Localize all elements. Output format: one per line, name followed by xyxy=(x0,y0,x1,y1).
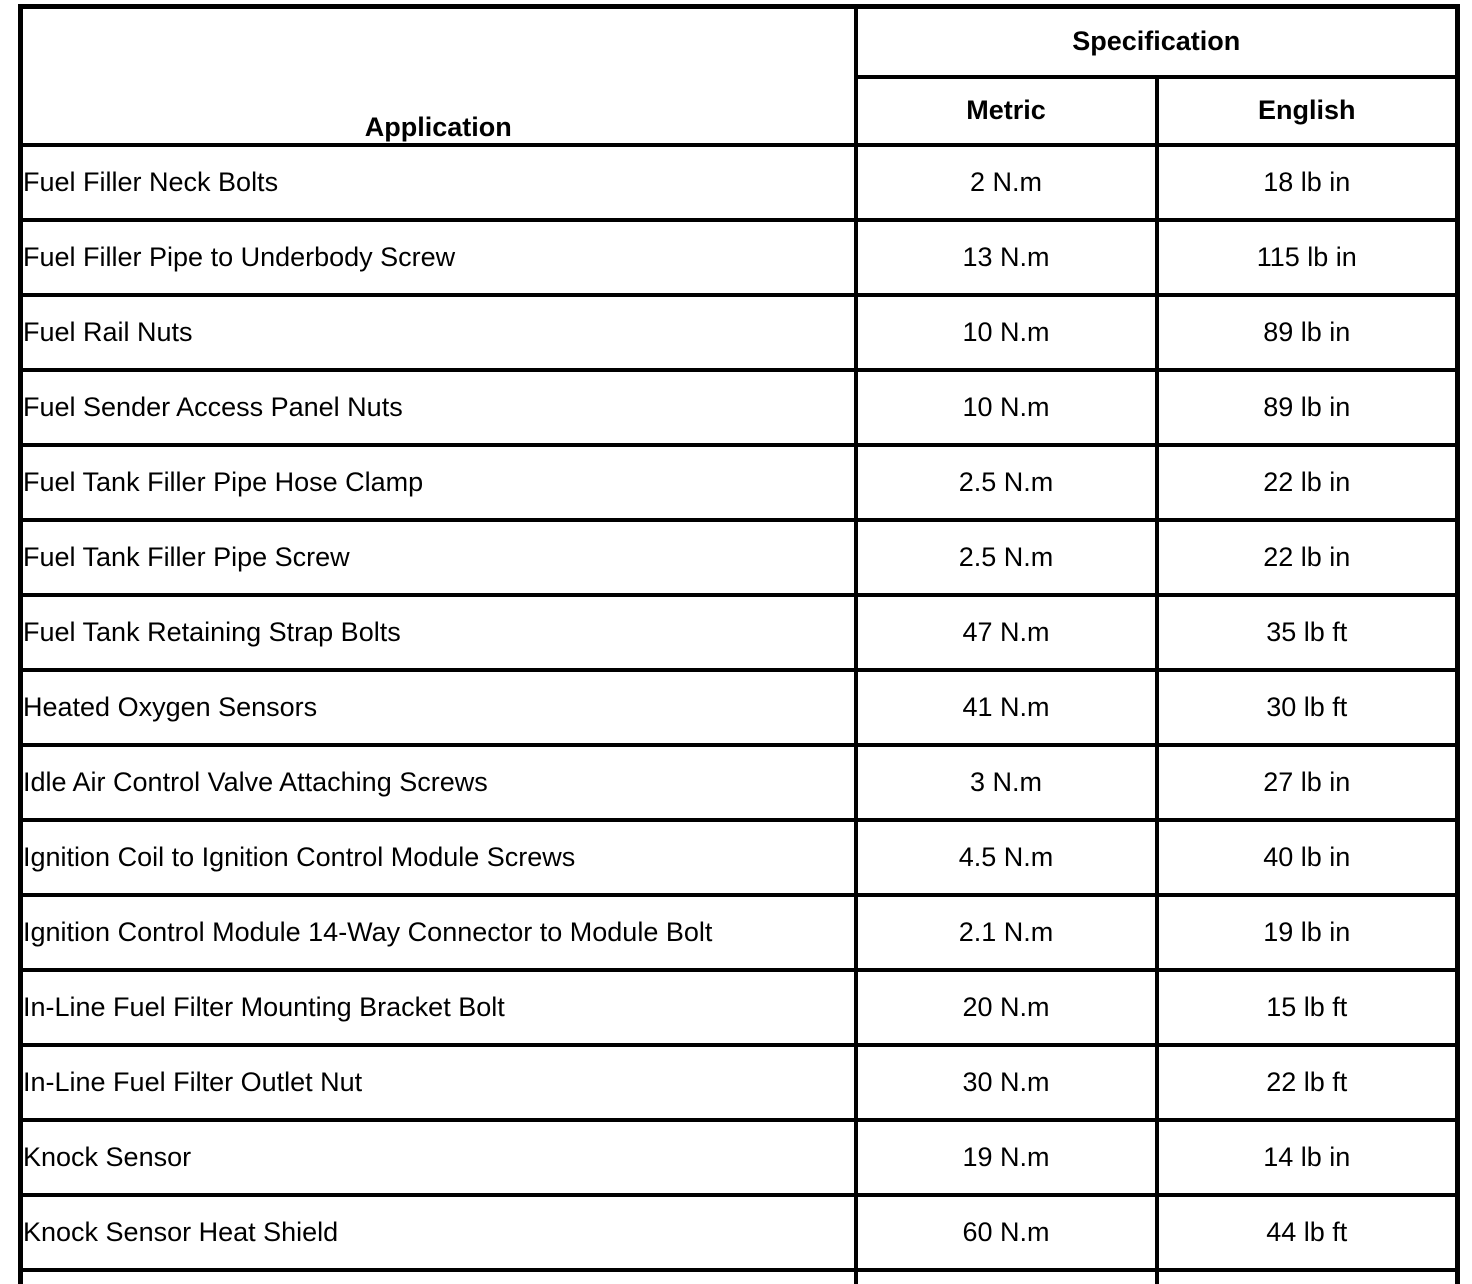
table-header-row-top: Application Specification xyxy=(18,4,1460,147)
table-row-partial-cutoff xyxy=(18,1267,1460,1284)
table-header-row-sub: Metric English xyxy=(21,74,1460,147)
specification-column-header: Specification xyxy=(853,4,1460,79)
english-value-cell: 40 lb in xyxy=(1154,817,1460,897)
metric-value-cell: 13 N.m xyxy=(853,217,1159,297)
english-value-cell: 18 lb in xyxy=(1154,142,1460,222)
english-value-cell: 22 lb in xyxy=(1154,442,1460,522)
metric-value-cell: 19 N.m xyxy=(853,1117,1159,1197)
table-row: Fuel Tank Filler Pipe Hose Clamp 2.5 N.m… xyxy=(18,442,1460,522)
english-value-cell: 30 lb ft xyxy=(1154,667,1460,747)
application-cell: Fuel Filler Neck Bolts xyxy=(18,142,858,222)
application-cell: Fuel Filler Pipe to Underbody Screw xyxy=(18,217,858,297)
table-row: Fuel Sender Access Panel Nuts 10 N.m 89 … xyxy=(18,367,1460,447)
application-cell: In-Line Fuel Filter Outlet Nut xyxy=(18,1042,858,1122)
english-value-cell: 22 lb in xyxy=(1154,517,1460,597)
metric-value-cell xyxy=(853,1267,1159,1284)
english-value-cell: 35 lb ft xyxy=(1154,592,1460,672)
metric-value-cell: 41 N.m xyxy=(853,667,1159,747)
application-cell: Knock Sensor xyxy=(18,1117,858,1197)
table-row: Knock Sensor Heat Shield 60 N.m 44 lb ft xyxy=(18,1192,1460,1272)
table-row: Knock Sensor 19 N.m 14 lb in xyxy=(18,1117,1460,1197)
english-value-cell: 27 lb in xyxy=(1154,742,1460,822)
table-row: In-Line Fuel Filter Outlet Nut 30 N.m 22… xyxy=(18,1042,1460,1122)
english-value-cell: 19 lb in xyxy=(1154,892,1460,972)
application-cell: Idle Air Control Valve Attaching Screws xyxy=(18,742,858,822)
table-row: Ignition Control Module 14-Way Connector… xyxy=(18,892,1460,972)
english-value-cell: 44 lb ft xyxy=(1154,1192,1460,1272)
english-value-cell: 15 lb ft xyxy=(1154,967,1460,1047)
english-value-cell: 14 lb in xyxy=(1154,1117,1460,1197)
table-row: Heated Oxygen Sensors 41 N.m 30 lb ft xyxy=(18,667,1460,747)
application-cell: Ignition Coil to Ignition Control Module… xyxy=(18,817,858,897)
table-row: Fuel Filler Pipe to Underbody Screw 13 N… xyxy=(18,217,1460,297)
table-row: Fuel Tank Filler Pipe Screw 2.5 N.m 22 l… xyxy=(18,517,1460,597)
english-value-cell: 22 lb ft xyxy=(1154,1042,1460,1122)
application-cell: Fuel Rail Nuts xyxy=(18,292,858,372)
application-cell: Ignition Control Module 14-Way Connector… xyxy=(18,892,858,972)
english-value-cell: 89 lb in xyxy=(1154,292,1460,372)
metric-value-cell: 20 N.m xyxy=(853,967,1159,1047)
metric-value-cell: 30 N.m xyxy=(853,1042,1159,1122)
table-row: Fuel Tank Retaining Strap Bolts 47 N.m 3… xyxy=(18,592,1460,672)
metric-value-cell: 4.5 N.m xyxy=(853,817,1159,897)
table-row: Fuel Filler Neck Bolts 2 N.m 18 lb in xyxy=(18,142,1460,222)
application-cell xyxy=(18,1267,858,1284)
table-row: In-Line Fuel Filter Mounting Bracket Bol… xyxy=(18,967,1460,1047)
application-cell: Fuel Tank Filler Pipe Screw xyxy=(18,517,858,597)
application-cell: Fuel Sender Access Panel Nuts xyxy=(18,367,858,447)
table-row: Ignition Coil to Ignition Control Module… xyxy=(18,817,1460,897)
metric-value-cell: 10 N.m xyxy=(853,292,1159,372)
english-value-cell xyxy=(1154,1267,1460,1284)
english-column-header: English xyxy=(1154,74,1460,147)
metric-value-cell: 3 N.m xyxy=(853,742,1159,822)
application-cell: Fuel Tank Retaining Strap Bolts xyxy=(18,592,858,672)
application-cell: In-Line Fuel Filter Mounting Bracket Bol… xyxy=(18,967,858,1047)
english-value-cell: 115 lb in xyxy=(1154,217,1460,297)
application-cell: Heated Oxygen Sensors xyxy=(18,667,858,747)
metric-value-cell: 60 N.m xyxy=(853,1192,1159,1272)
metric-column-header: Metric xyxy=(853,74,1159,147)
application-cell: Fuel Tank Filler Pipe Hose Clamp xyxy=(18,442,858,522)
table-row: Idle Air Control Valve Attaching Screws … xyxy=(18,742,1460,822)
torque-specification-table: Application Specification Metric English… xyxy=(18,4,1461,1284)
table-row: Fuel Rail Nuts 10 N.m 89 lb in xyxy=(18,292,1460,372)
application-column-header: Application xyxy=(18,4,858,147)
metric-value-cell: 10 N.m xyxy=(853,367,1159,447)
metric-value-cell: 2.1 N.m xyxy=(853,892,1159,972)
english-value-cell: 89 lb in xyxy=(1154,367,1460,447)
metric-value-cell: 2.5 N.m xyxy=(853,517,1159,597)
metric-value-cell: 2.5 N.m xyxy=(853,442,1159,522)
metric-value-cell: 2 N.m xyxy=(853,142,1159,222)
application-cell: Knock Sensor Heat Shield xyxy=(18,1192,858,1272)
metric-value-cell: 47 N.m xyxy=(853,592,1159,672)
